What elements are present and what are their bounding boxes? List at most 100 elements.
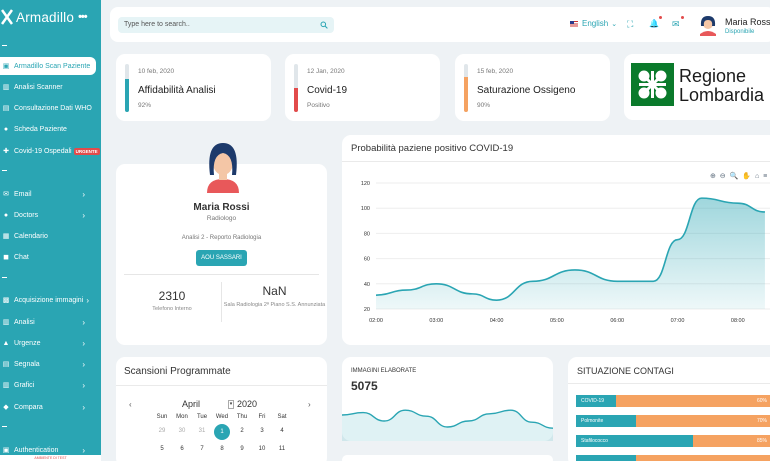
- armadillo-logo-icon: [1, 9, 13, 25]
- chart-toolbar[interactable]: ⊕ ⊖ 🔍 ✋ ⌂ ≡: [710, 173, 769, 180]
- x-tick-label: 08:00: [731, 318, 745, 324]
- profile-card: Maria Rossi Radiologo Analisi 2 - Report…: [116, 143, 327, 345]
- sidebar-item-consultazione-who[interactable]: ▤ Consultazione Dati WHO: [0, 99, 101, 117]
- sidebar-item-label: Compara: [14, 403, 43, 411]
- sparkline-line: [342, 409, 553, 429]
- search-input[interactable]: Type here to search..: [118, 17, 334, 33]
- stat-card-affidabilita[interactable]: 10 feb, 2020 Affidabilità Analisi 92%: [116, 54, 271, 121]
- profile-avatar: [207, 143, 239, 193]
- calendar-day[interactable]: 3: [260, 428, 264, 434]
- contagi-label: Polmonite: [581, 418, 604, 424]
- aou-sassari-button[interactable]: AOU SASSARI: [196, 250, 247, 266]
- avatar[interactable]: [698, 14, 718, 36]
- contagi-percent: 60%: [756, 398, 767, 404]
- probability-area-chart[interactable]: 20 40 60 80 100 120 02:00 03:00 04:00 05:00 06:00 0…: [342, 175, 770, 345]
- stat-date: 12 Jan, 2020: [307, 68, 345, 75]
- sidebar-item-doctors[interactable]: ● Doctors ›: [0, 206, 101, 224]
- calendar-day[interactable]: 31: [198, 428, 206, 434]
- sidebar-item-analisi-scanner[interactable]: ▥ Analisi Scanner: [0, 78, 101, 96]
- brand[interactable]: Armadillo •••: [0, 6, 101, 28]
- calendar-day[interactable]: 2: [240, 428, 244, 434]
- weekday-label: Wed: [215, 414, 229, 420]
- chevron-right-icon: ›: [82, 359, 85, 369]
- phone-number: 2310: [158, 289, 186, 303]
- us-flag-icon: [570, 20, 578, 27]
- search-icon[interactable]: [320, 21, 328, 29]
- divider: [116, 385, 327, 386]
- sidebar-item-label: Analisi Scanner: [14, 83, 63, 91]
- profile-name: Maria Rossi: [193, 202, 250, 213]
- urgent-icon: ▲: [2, 339, 10, 347]
- fullscreen-icon[interactable]: ⛶: [627, 19, 634, 29]
- sidebar-item-scan-paziente[interactable]: ▣ Armadillo Scan Paziente: [0, 57, 96, 75]
- prev-month-icon[interactable]: ‹: [129, 400, 132, 409]
- card-placeholder: [342, 455, 553, 461]
- sidebar-divider: [2, 170, 7, 171]
- sidebar-item-acquisizione[interactable]: ▩ Acquisizione immagini ›: [0, 291, 101, 309]
- stat-card-covid[interactable]: 12 Jan, 2020 Covid-19 Positivo: [285, 54, 440, 121]
- calendar-day[interactable]: 11: [278, 446, 286, 452]
- sidebar-item-label: Authentication: [14, 446, 59, 454]
- language-selector[interactable]: English ⌄: [570, 19, 617, 28]
- next-month-icon[interactable]: ›: [308, 400, 311, 409]
- contagi-bar-fill: [576, 395, 616, 407]
- calendar-day[interactable]: 5: [160, 446, 164, 452]
- stat-card-saturazione[interactable]: 15 feb, 2020 Saturazione Ossigeno 90%: [455, 54, 610, 121]
- sidebar-item-authentication[interactable]: ▣ Authentication ›: [0, 441, 101, 459]
- sidebar-item-analisi[interactable]: ▥ Analisi ›: [0, 313, 101, 331]
- sidebar-item-label: Analisi: [14, 318, 35, 326]
- user-status: Disponibile: [725, 29, 755, 35]
- divider: [568, 383, 770, 384]
- calendar-day[interactable]: 7: [200, 446, 204, 452]
- sidebar-item-grafici[interactable]: ▥ Grafici ›: [0, 376, 101, 394]
- contagi-bar-fill: [576, 455, 636, 461]
- chevron-down-icon: ⌄: [611, 20, 618, 28]
- calendar-day[interactable]: 8: [220, 446, 224, 452]
- calendar-day[interactable]: 6: [180, 446, 184, 452]
- calendar-day[interactable]: 30: [178, 428, 186, 434]
- contagi-percent: 85%: [756, 438, 767, 444]
- sidebar-item-urgenze[interactable]: ▲ Urgenze ›: [0, 334, 101, 352]
- sidebar-item-calendario[interactable]: ▦ Calendario: [0, 227, 101, 245]
- sidebar-item-scheda-paziente[interactable]: ● Scheda Paziente: [0, 120, 101, 138]
- sidebar-item-segnala[interactable]: ▤ Segnala ›: [0, 355, 101, 373]
- calendar-day[interactable]: 10: [258, 446, 266, 452]
- weekday-label: Fri: [258, 414, 266, 420]
- series-line: [375, 197, 765, 301]
- sidebar-item-label: Chat: [14, 253, 29, 261]
- imgs-title: IMMAGINI ELABORATE: [351, 368, 417, 374]
- sidebar-item-label: Doctors: [14, 211, 39, 219]
- weekday-label: Mon: [176, 414, 188, 420]
- sidebar-item-chat[interactable]: ◼ Chat: [0, 248, 101, 266]
- weekday-label: Tue: [196, 414, 208, 420]
- chat-icon: ◼: [3, 254, 9, 261]
- language-label: English: [582, 19, 609, 28]
- analysis-icon: ▥: [2, 319, 10, 326]
- sidebar-item-covid-ospedali[interactable]: ✚ Covid-19 Ospedali URGENTE: [0, 142, 101, 160]
- report-icon: ▤: [2, 361, 10, 368]
- user-name[interactable]: Maria Rossi: [725, 17, 770, 27]
- calendar-day[interactable]: 29: [158, 428, 166, 434]
- sparkline-chart: [342, 409, 553, 441]
- mail-icon[interactable]: ✉: [672, 19, 680, 29]
- sidebar-item-label: Calendario: [14, 232, 48, 240]
- imgs-value: 5075: [351, 379, 378, 393]
- sidebar-item-compara[interactable]: ◆ Compara ›: [0, 398, 101, 416]
- bell-icon[interactable]: 🔔: [649, 19, 659, 28]
- sidebar-item-email[interactable]: ✉ Email ›: [0, 185, 101, 203]
- calendar-month[interactable]: April: [182, 399, 201, 409]
- app-menu-icon[interactable]: •••: [78, 11, 88, 23]
- app-name: Armadillo: [16, 9, 75, 25]
- y-tick-label: 80: [364, 231, 370, 237]
- divider: [342, 161, 770, 162]
- month-select-icon[interactable]: ▾: [228, 400, 234, 409]
- calendar-day[interactable]: 4: [280, 428, 284, 434]
- sidebar-item-label: Urgenze: [14, 339, 41, 347]
- progress-bar: [294, 64, 298, 112]
- topbar: Type here to search.. English ⌄ ⛶ 🔔 ✉ Ma…: [110, 7, 770, 42]
- sidebar-item-label: Acquisizione immagini: [14, 296, 84, 304]
- calendar-day[interactable]: 1: [214, 424, 230, 440]
- calendar-day[interactable]: 9: [240, 446, 244, 452]
- calendar-year[interactable]: 2020: [237, 399, 258, 409]
- hospital-icon: ✚: [3, 148, 9, 155]
